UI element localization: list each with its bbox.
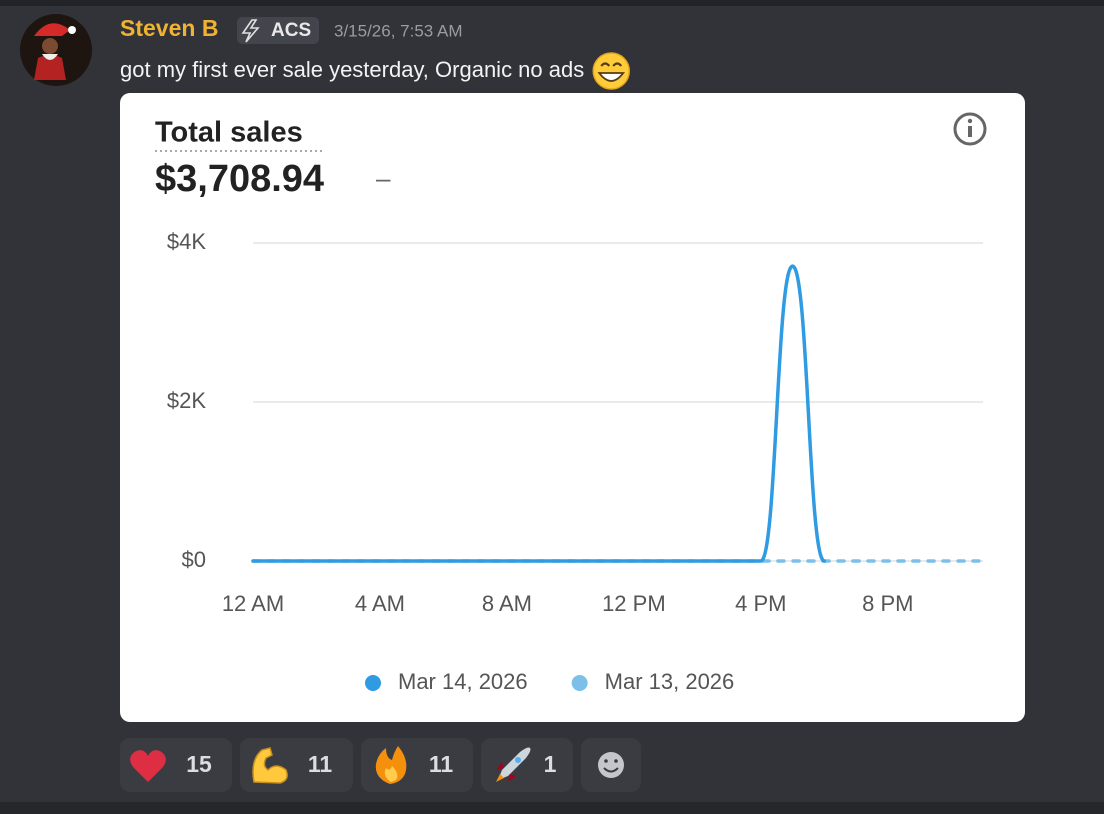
timestamp: 3/15/26, 7:53 AM xyxy=(334,21,463,40)
legend-marker xyxy=(365,675,381,691)
reaction-count: 11 xyxy=(429,751,454,777)
legend-label: Mar 13, 2026 xyxy=(605,669,735,694)
chart-card xyxy=(120,93,1025,722)
reaction-count: 15 xyxy=(186,751,212,777)
reaction-counts: 15 11 11 1 xyxy=(186,751,556,777)
message-text: got my first ever sale yesterday, Organi… xyxy=(120,57,584,82)
x-tick-label: 4 AM xyxy=(355,591,405,616)
top-edge xyxy=(0,0,1104,6)
reaction-heart[interactable] xyxy=(120,738,232,792)
tag-text: ACS xyxy=(271,20,311,41)
tag-badge[interactable] xyxy=(237,17,319,44)
reaction-muscle[interactable] xyxy=(240,738,353,792)
x-tick-label: 12 AM xyxy=(222,591,284,616)
reaction-count: 11 xyxy=(308,751,333,777)
series-line xyxy=(251,264,827,563)
reaction-fire[interactable] xyxy=(361,738,473,792)
y-tick-label: $0 xyxy=(182,547,206,572)
legend-label: Mar 14, 2026 xyxy=(398,669,528,694)
plot-area: $0 $2K $4K 12 AM 4 AM 8 AM 12 PM 4 PM 8 PM Mar 14… xyxy=(167,229,985,694)
reaction-rocket[interactable] xyxy=(481,738,573,792)
author-name[interactable]: Steven B xyxy=(120,15,218,41)
bolt-icon xyxy=(241,19,260,43)
chart-title: Total sales xyxy=(155,117,303,149)
add-reaction-button[interactable] xyxy=(581,738,641,792)
info-button[interactable] xyxy=(953,112,987,146)
x-tick-label: 8 PM xyxy=(862,591,913,616)
x-tick-label: 4 PM xyxy=(735,591,786,616)
x-tick-label: 12 PM xyxy=(602,591,666,616)
emoji xyxy=(592,52,630,90)
y-tick-label: $4K xyxy=(167,229,206,254)
legend-marker xyxy=(571,675,588,691)
avatar[interactable] xyxy=(20,14,92,86)
y-tick-label: $2K xyxy=(167,388,206,413)
x-tick-label: 8 AM xyxy=(482,591,532,616)
reaction-count: 1 xyxy=(544,751,557,777)
change-indicator: – xyxy=(376,163,391,193)
total-value: $3,708.94 xyxy=(155,158,324,200)
bottom-edge xyxy=(0,802,1104,814)
